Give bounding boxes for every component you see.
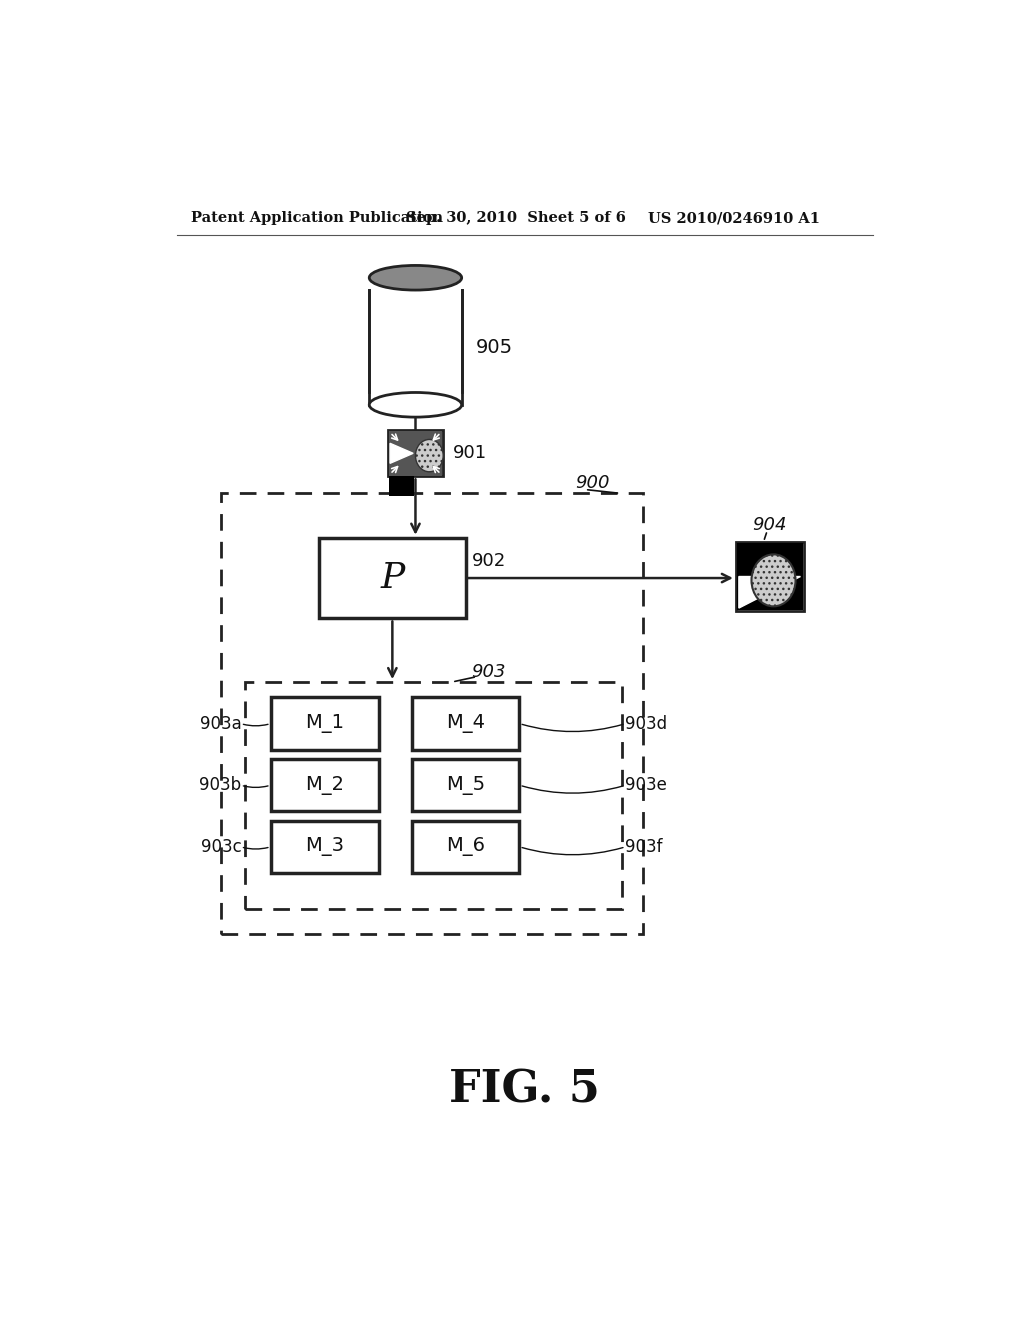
- Text: 903c: 903c: [201, 838, 242, 855]
- Ellipse shape: [370, 392, 462, 417]
- Text: 903a: 903a: [200, 714, 242, 733]
- Bar: [736, 543, 803, 610]
- Bar: [736, 543, 804, 611]
- Polygon shape: [739, 577, 801, 609]
- Text: 903d: 903d: [625, 714, 667, 733]
- Text: Patent Application Publication: Patent Application Publication: [190, 211, 442, 226]
- Text: M_6: M_6: [446, 837, 485, 857]
- Bar: [388, 430, 443, 477]
- Text: FIG. 5: FIG. 5: [450, 1069, 600, 1111]
- Text: M_2: M_2: [305, 776, 344, 795]
- Text: 905: 905: [475, 338, 513, 358]
- Text: M_3: M_3: [305, 837, 344, 857]
- Text: 900: 900: [575, 474, 610, 492]
- Bar: [270, 697, 379, 750]
- Bar: [221, 494, 643, 933]
- Bar: [389, 477, 414, 496]
- Polygon shape: [390, 444, 413, 463]
- Bar: [412, 821, 519, 873]
- Bar: [412, 759, 519, 812]
- Bar: [388, 432, 442, 475]
- Text: 903b: 903b: [200, 776, 242, 795]
- Text: 902: 902: [472, 552, 506, 570]
- Text: 903e: 903e: [625, 776, 667, 795]
- Bar: [319, 537, 466, 619]
- Bar: [270, 759, 379, 812]
- Text: 903: 903: [471, 663, 506, 681]
- Bar: [412, 697, 519, 750]
- Ellipse shape: [370, 265, 462, 290]
- Bar: [270, 821, 379, 873]
- Text: 903f: 903f: [625, 838, 663, 855]
- Text: 904: 904: [753, 516, 786, 533]
- Bar: [370, 290, 462, 392]
- Text: US 2010/0246910 A1: US 2010/0246910 A1: [648, 211, 820, 226]
- Text: M_1: M_1: [305, 714, 344, 733]
- Text: M_5: M_5: [445, 776, 485, 795]
- Text: 901: 901: [453, 445, 486, 462]
- Ellipse shape: [752, 554, 796, 606]
- Ellipse shape: [416, 440, 443, 471]
- Text: P: P: [380, 561, 404, 595]
- Text: M_4: M_4: [446, 714, 485, 733]
- Bar: [245, 682, 622, 909]
- Text: Sep. 30, 2010  Sheet 5 of 6: Sep. 30, 2010 Sheet 5 of 6: [407, 211, 626, 226]
